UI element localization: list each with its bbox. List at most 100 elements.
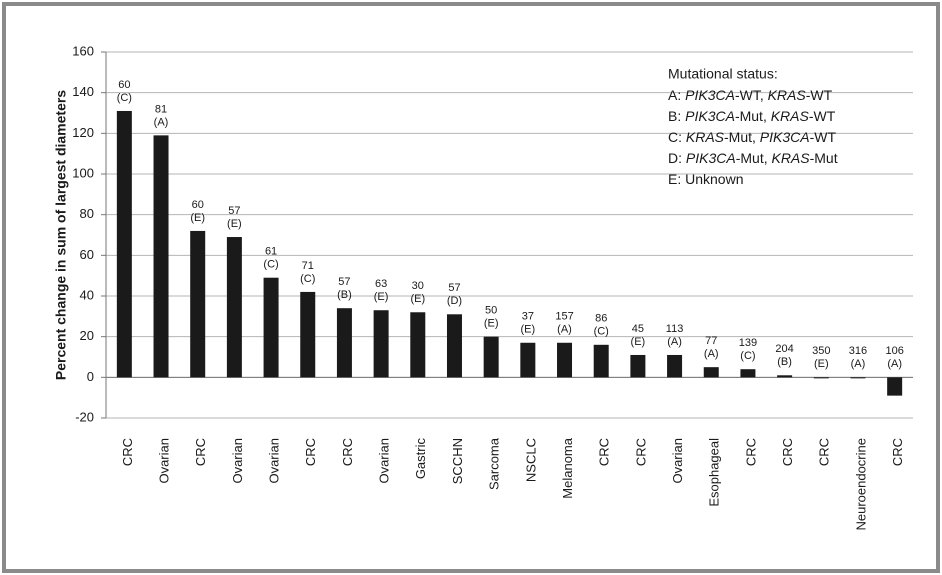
bar <box>300 291 316 378</box>
bar-annotation: (B) <box>777 356 792 368</box>
legend-text: KRAS <box>771 108 810 124</box>
x-tick-label: CRC <box>120 438 135 466</box>
legend-text: KRAS <box>771 150 810 166</box>
x-tick-label: Gastric <box>413 438 428 480</box>
bar-annotation: (E) <box>374 291 389 303</box>
bar <box>887 377 903 396</box>
legend-text: KRAS <box>686 129 725 145</box>
bar-annotation: (D) <box>447 295 462 307</box>
y-tick-label: -20 <box>75 409 94 424</box>
bar-annotation: (E) <box>631 336 646 348</box>
legend-entry: C: KRAS-Mut, PIK3CA-WT <box>668 129 836 145</box>
bar-annotation: 57 <box>338 276 350 288</box>
y-tick-label: 20 <box>80 328 94 343</box>
bar <box>667 354 683 378</box>
legend-text: E: Unknown <box>668 171 743 187</box>
bar <box>703 367 719 378</box>
bar <box>116 110 132 378</box>
bar <box>373 310 389 378</box>
legend-text: -Mut, <box>724 129 760 145</box>
bar <box>520 342 536 378</box>
bar-annotation: 45 <box>632 323 644 335</box>
x-tick-label: CRC <box>780 438 795 466</box>
legend-text: B: <box>668 108 685 124</box>
legend-text: -WT <box>806 87 833 103</box>
bar-annotation: (E) <box>227 218 242 230</box>
bar <box>740 369 756 378</box>
bar-annotation: 77 <box>705 335 717 347</box>
bar-annotation: 157 <box>555 311 573 323</box>
x-tick-label: CRC <box>193 438 208 466</box>
bar <box>153 135 169 378</box>
legend-entry: E: Unknown <box>668 171 743 187</box>
bar-annotation: 350 <box>812 345 830 357</box>
bar-annotation: (A) <box>851 358 866 370</box>
y-axis-label: Percent change in sum of largest diamete… <box>53 90 69 380</box>
bar-annotation: (A) <box>557 324 572 336</box>
legend-text: -Mut <box>810 150 838 166</box>
bar <box>813 377 829 379</box>
bar-annotation: 204 <box>775 343 793 355</box>
bar-annotation: (C) <box>117 92 132 104</box>
bar-annotation: (E) <box>410 293 425 305</box>
x-tick-label: CRC <box>597 438 612 466</box>
y-tick-label: 120 <box>72 125 94 140</box>
bar <box>630 354 646 378</box>
legend-text: -WT, <box>735 87 768 103</box>
x-tick-label: CRC <box>633 438 648 466</box>
bar <box>410 312 426 378</box>
x-tick-label: CRC <box>817 438 832 466</box>
bar-annotation: 106 <box>885 345 903 357</box>
bar-annotation: (C) <box>740 350 755 362</box>
x-tick-label: Sarcoma <box>487 437 502 490</box>
legend-text: A: <box>668 87 685 103</box>
x-tick-label: Ovarian <box>670 438 685 484</box>
legend-text: KRAS <box>768 87 807 103</box>
bar-annotation: (E) <box>521 324 536 336</box>
bar-annotation: (E) <box>484 318 499 330</box>
legend-title: Mutational status: <box>668 66 778 82</box>
bar-annotation: (E) <box>190 212 205 224</box>
x-tick-label: Ovarian <box>377 438 392 484</box>
x-tick-label: Esophageal <box>707 438 722 507</box>
legend-text: PIK3CA <box>685 87 735 103</box>
y-tick-label: 140 <box>72 84 94 99</box>
y-tick-label: 60 <box>80 247 94 262</box>
x-tick-label: Ovarian <box>267 438 282 484</box>
legend-text: C: <box>668 129 686 145</box>
bar-annotation: 71 <box>302 260 314 272</box>
bar-annotation: 30 <box>412 280 424 292</box>
bar <box>226 237 242 378</box>
bar <box>483 336 499 378</box>
legend-text: PIK3CA <box>686 150 736 166</box>
legend-text: PIK3CA <box>685 108 735 124</box>
bar-annotation: (C) <box>594 326 609 338</box>
bar-annotation: 316 <box>849 345 867 357</box>
legend-text: -WT <box>810 129 837 145</box>
bar-annotation: (C) <box>300 273 315 285</box>
x-tick-label: Ovarian <box>230 438 245 484</box>
x-tick-label: NSCLC <box>523 438 538 482</box>
bar-annotation: 50 <box>485 305 497 317</box>
bar <box>850 377 866 379</box>
bar <box>593 344 609 378</box>
bar-annotation: 63 <box>375 278 387 290</box>
x-tick-label: CRC <box>743 438 758 466</box>
bar-annotation: (A) <box>154 116 169 128</box>
x-tick-label: SCCHN <box>450 438 465 484</box>
legend-entry: A: PIK3CA-WT, KRAS-WT <box>668 87 833 103</box>
bar-annotation: 37 <box>522 311 534 323</box>
legend-text: -Mut, <box>736 150 772 166</box>
y-tick-label: 80 <box>80 206 94 221</box>
legend-text: -Mut, <box>735 108 771 124</box>
y-tick-label: 0 <box>87 369 94 384</box>
bar-annotation: (A) <box>704 348 719 360</box>
bar-annotation: 57 <box>228 205 240 217</box>
bar-annotation: 60 <box>118 79 130 91</box>
bar-annotation: (B) <box>337 289 352 301</box>
y-tick-label: 100 <box>72 165 94 180</box>
bar <box>336 308 352 378</box>
x-tick-label: Ovarian <box>156 438 171 484</box>
